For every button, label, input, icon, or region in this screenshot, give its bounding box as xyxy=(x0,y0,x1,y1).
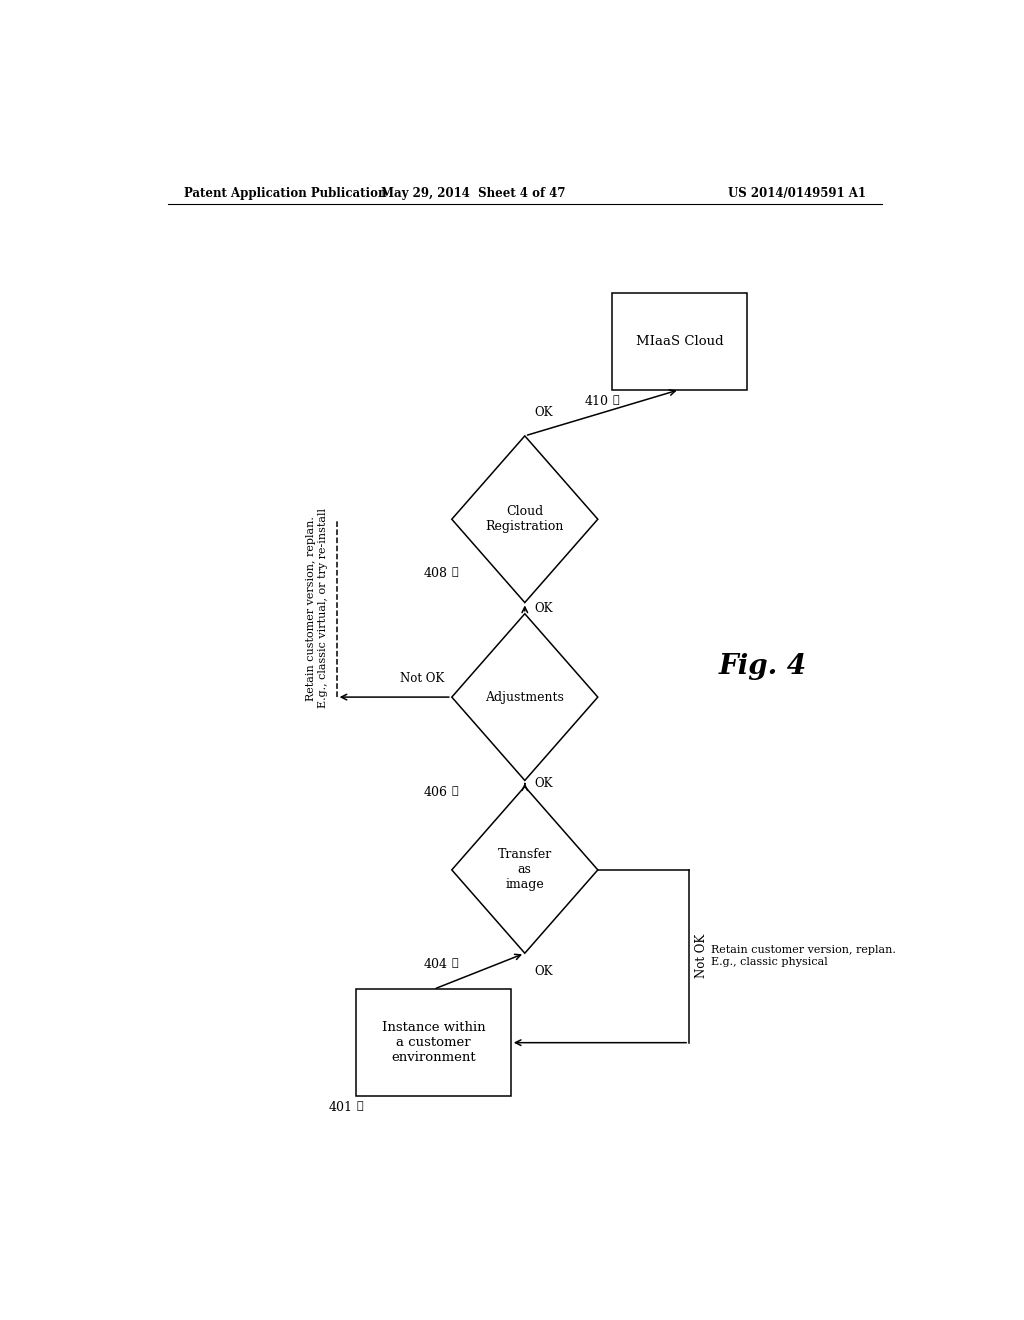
Text: Retain customer version, replan.
E.g., classic physical: Retain customer version, replan. E.g., c… xyxy=(712,945,896,968)
Text: Not OK: Not OK xyxy=(399,672,443,685)
Text: OK: OK xyxy=(535,777,553,789)
Text: Patent Application Publication: Patent Application Publication xyxy=(183,187,386,201)
Text: 410: 410 xyxy=(584,395,608,408)
Polygon shape xyxy=(452,436,598,602)
Text: 408: 408 xyxy=(424,568,447,579)
Text: MIaaS Cloud: MIaaS Cloud xyxy=(636,335,723,348)
Text: Adjustments: Adjustments xyxy=(485,690,564,704)
Text: 401: 401 xyxy=(328,1101,352,1114)
Text: May 29, 2014  Sheet 4 of 47: May 29, 2014 Sheet 4 of 47 xyxy=(381,187,565,201)
Text: ⸧: ⸧ xyxy=(452,568,459,577)
Text: OK: OK xyxy=(535,407,553,420)
Polygon shape xyxy=(452,787,598,953)
Text: US 2014/0149591 A1: US 2014/0149591 A1 xyxy=(728,187,866,201)
FancyBboxPatch shape xyxy=(612,293,748,389)
Text: ⸧: ⸧ xyxy=(612,395,618,405)
Text: 406: 406 xyxy=(424,785,447,799)
Text: Retain customer version, replan.
E.g., classic virtual, or try re-install: Retain customer version, replan. E.g., c… xyxy=(306,508,328,708)
Text: Fig. 4: Fig. 4 xyxy=(719,653,807,680)
Text: Transfer
as
image: Transfer as image xyxy=(498,849,552,891)
Text: OK: OK xyxy=(535,602,553,615)
Text: ⸧: ⸧ xyxy=(452,785,459,796)
Text: ⸧: ⸧ xyxy=(452,958,459,969)
Text: 404: 404 xyxy=(424,958,447,972)
Polygon shape xyxy=(452,614,598,780)
Text: Instance within
a customer
environment: Instance within a customer environment xyxy=(382,1022,485,1064)
Text: OK: OK xyxy=(535,965,553,978)
Text: Cloud
Registration: Cloud Registration xyxy=(485,506,564,533)
Text: Not OK: Not OK xyxy=(695,935,709,978)
FancyBboxPatch shape xyxy=(356,989,511,1096)
Text: ⸧: ⸧ xyxy=(356,1101,362,1111)
